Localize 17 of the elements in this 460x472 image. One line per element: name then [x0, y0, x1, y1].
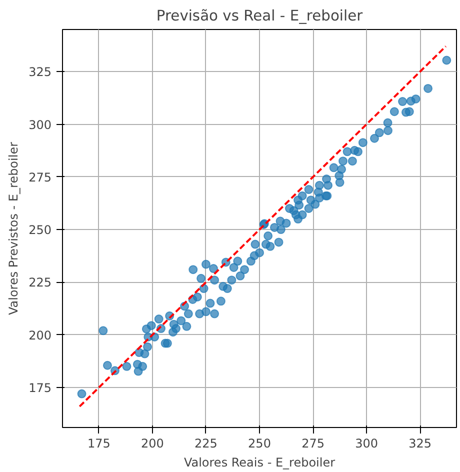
y-tick-label: 175 [28, 380, 52, 395]
y-tick-label: 200 [28, 328, 52, 342]
x-tick-label: 250 [248, 436, 271, 450]
x-axis-title: Valores Reais - E_reboiler [184, 456, 336, 470]
y-tick-label: 225 [28, 276, 52, 290]
chart-title: Previsão vs Real - E_reboiler [156, 8, 364, 24]
x-tick-label: 325 [408, 436, 432, 450]
x-tick-label: 225 [194, 436, 218, 450]
y-tick-label: 300 [28, 118, 52, 132]
y-axis-title: Valores Previstos - E_reboiler [6, 142, 21, 316]
y-tick-label: 325 [28, 65, 52, 80]
x-tick-label: 175 [87, 436, 110, 450]
y-tick-label: 275 [28, 170, 52, 184]
x-tick-label: 200 [140, 436, 164, 450]
x-tick-label: 275 [302, 436, 324, 450]
y-tick-label: 250 [28, 223, 52, 238]
x-tick-label: 300 [355, 436, 378, 450]
